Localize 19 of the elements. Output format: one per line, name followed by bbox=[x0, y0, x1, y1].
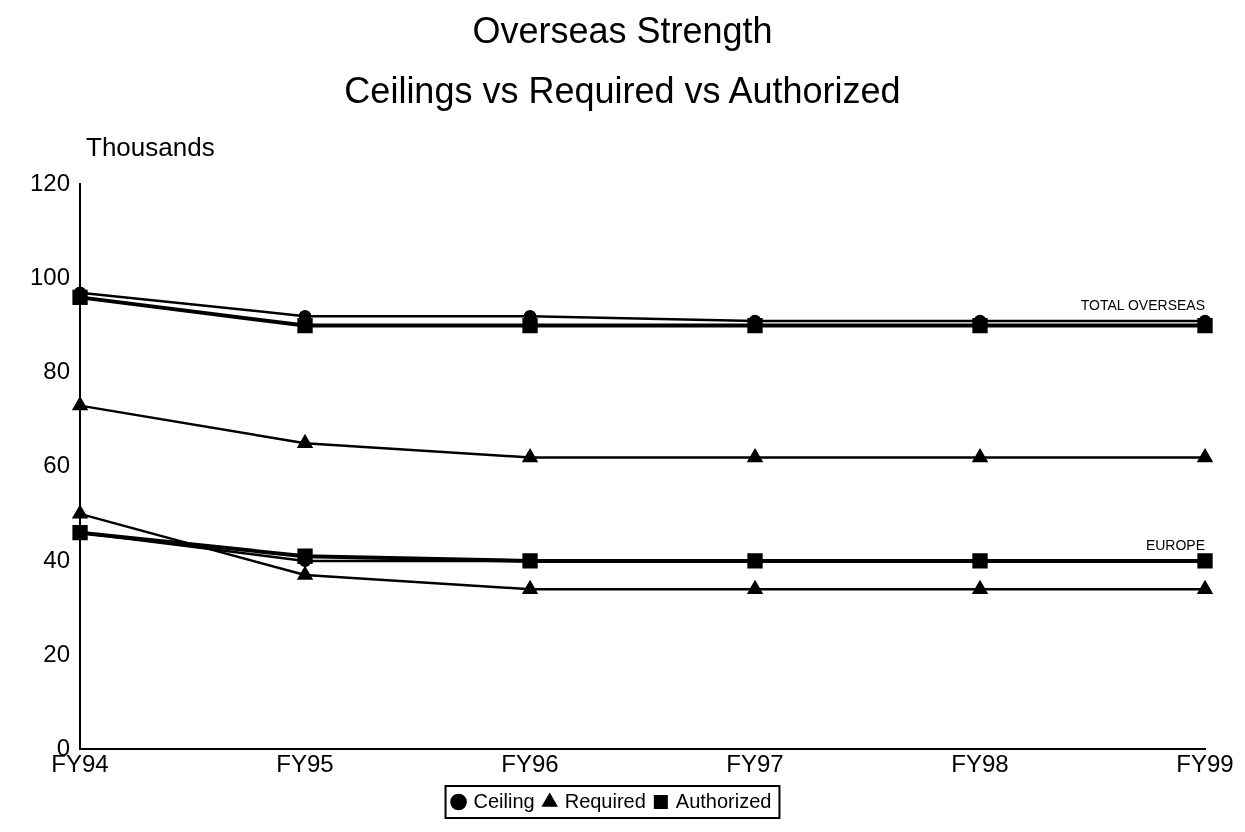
y-axis-title: Thousands bbox=[86, 132, 215, 163]
annotation: TOTAL OVERSEAS bbox=[1080, 296, 1205, 313]
x-tick-label: FY98 bbox=[951, 750, 1009, 778]
y-tick-label: 120 bbox=[30, 169, 71, 197]
x-tick-label: FY96 bbox=[501, 750, 559, 778]
y-tick-label: 40 bbox=[43, 545, 71, 573]
x-tick-label: FY97 bbox=[726, 750, 784, 778]
legend-label: Authorized bbox=[675, 789, 772, 812]
y-tick-label: 60 bbox=[43, 451, 71, 479]
legend-label: Ceiling bbox=[473, 789, 535, 812]
x-tick-label: FY95 bbox=[276, 750, 334, 778]
x-tick-label: FY99 bbox=[1176, 750, 1234, 778]
legend-label: Required bbox=[564, 789, 646, 812]
y-tick-label: 20 bbox=[43, 639, 71, 667]
chart-title: Overseas Strength bbox=[471, 10, 774, 52]
annotation: EUROPE bbox=[1145, 536, 1205, 553]
chart-subtitle: Ceilings vs Required vs Authorized bbox=[343, 70, 902, 112]
y-tick-label: 100 bbox=[30, 263, 71, 291]
y-tick-label: 80 bbox=[43, 357, 71, 385]
